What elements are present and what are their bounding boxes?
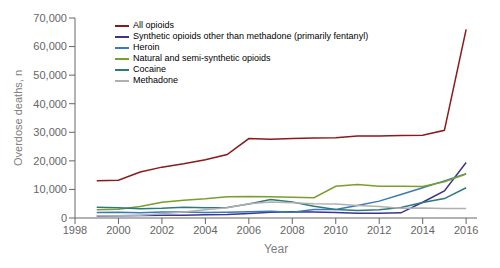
svg-text:2014: 2014 bbox=[410, 224, 434, 236]
svg-text:2006: 2006 bbox=[237, 224, 261, 236]
svg-text:2016: 2016 bbox=[454, 224, 478, 236]
svg-text:Year: Year bbox=[264, 242, 288, 256]
svg-text:30,000: 30,000 bbox=[33, 126, 67, 138]
svg-text:2004: 2004 bbox=[193, 224, 217, 236]
svg-text:2000: 2000 bbox=[106, 224, 130, 236]
svg-text:10,000: 10,000 bbox=[33, 183, 67, 195]
svg-text:2012: 2012 bbox=[367, 224, 391, 236]
svg-text:70,000: 70,000 bbox=[33, 12, 67, 24]
svg-text:0: 0 bbox=[61, 212, 67, 224]
html-text:Synthetic opioids other than m: Synthetic opioids other than methadone (… bbox=[133, 31, 369, 41]
svg-text:40,000: 40,000 bbox=[33, 98, 67, 110]
svg-text:50,000: 50,000 bbox=[33, 69, 67, 81]
html-text:All opioids: All opioids bbox=[133, 20, 174, 30]
svg-text:2010: 2010 bbox=[324, 224, 348, 236]
svg-text:20,000: 20,000 bbox=[33, 155, 67, 167]
svg-text:1998: 1998 bbox=[63, 224, 87, 236]
html-text:Natural and semi-synthetic opi: Natural and semi-synthetic opioids bbox=[133, 53, 271, 63]
svg-text:2002: 2002 bbox=[150, 224, 174, 236]
svg-text:Overdose deaths, n: Overdose deaths, n bbox=[12, 70, 24, 166]
svg-text:60,000: 60,000 bbox=[33, 40, 67, 52]
svg-text:2008: 2008 bbox=[280, 224, 304, 236]
html-text:Cocaine: Cocaine bbox=[133, 64, 166, 74]
html-text:Heroin: Heroin bbox=[133, 42, 160, 52]
html-text:Methadone: Methadone bbox=[133, 75, 178, 85]
